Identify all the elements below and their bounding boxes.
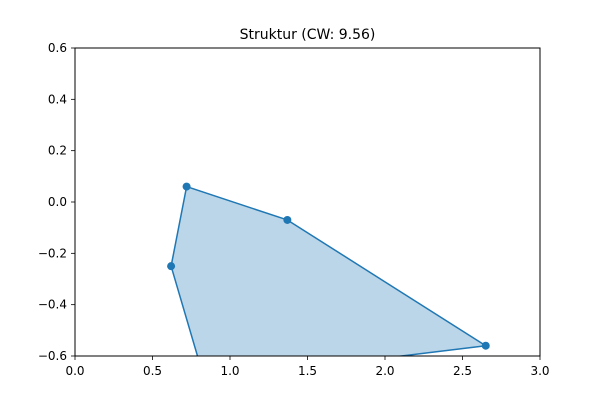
x-axis: 0.0 0.5 1.0 1.5 2.0 2.5 3.0 <box>65 356 550 378</box>
data-point-3 <box>167 262 176 271</box>
y-tick-label: 0.2 <box>48 144 67 158</box>
y-tick-label: 0.0 <box>48 195 67 209</box>
x-tick-label: 1.0 <box>220 364 239 378</box>
y-tick-label: −0.2 <box>38 246 67 260</box>
y-tick-label: −0.4 <box>38 298 67 312</box>
x-tick-label: 3.0 <box>530 364 549 378</box>
x-tick-label: 2.0 <box>375 364 394 378</box>
x-tick-label: 0.5 <box>143 364 162 378</box>
y-tick-label: 0.6 <box>48 41 67 55</box>
data-point-0 <box>182 182 191 191</box>
x-tick-label: 2.5 <box>453 364 472 378</box>
chart-title: Struktur (CW: 9.56) <box>240 27 376 43</box>
x-tick-label: 1.5 <box>298 364 317 378</box>
data-point-2 <box>481 341 490 350</box>
y-tick-label: 0.4 <box>48 92 67 106</box>
x-tick-label: 0.0 <box>65 364 84 378</box>
data-layer <box>167 182 490 356</box>
y-tick-label: −0.6 <box>38 349 67 363</box>
y-axis: −0.6 −0.4 −0.2 0.0 0.2 0.4 0.6 <box>38 41 75 363</box>
data-point-1 <box>283 215 292 224</box>
